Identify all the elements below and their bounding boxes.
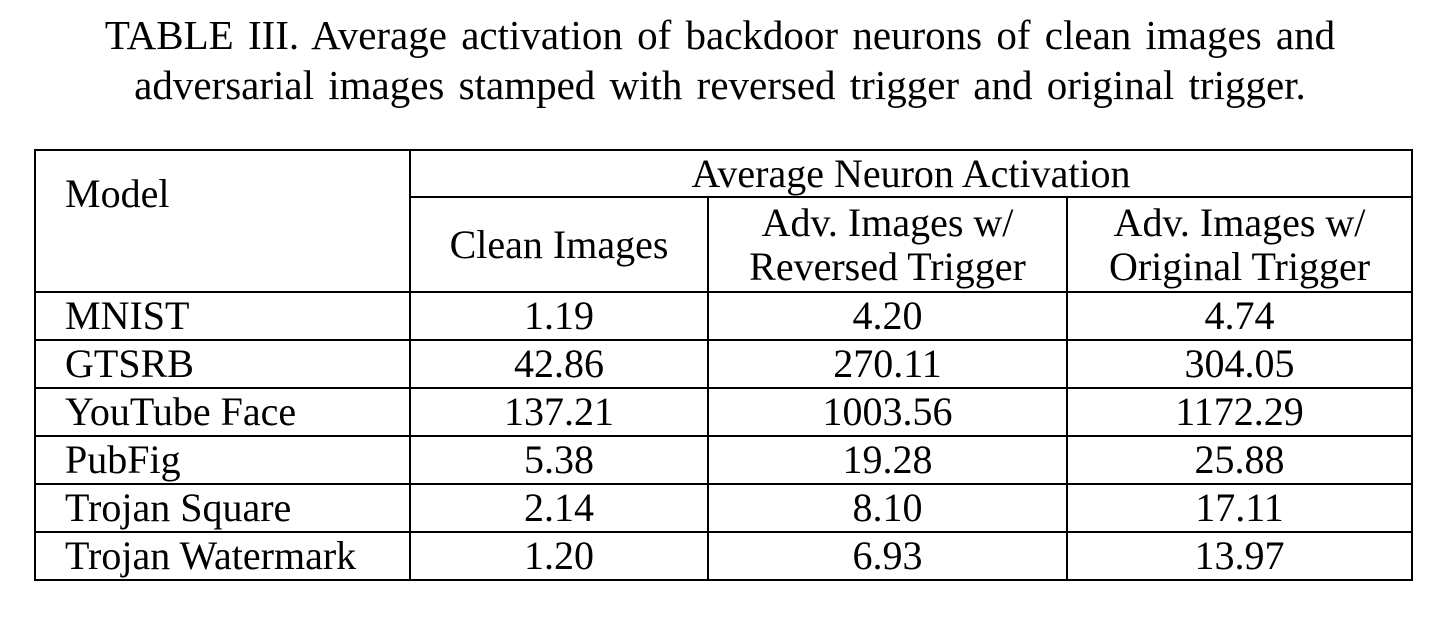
reversed-trigger-header-line-1: Adv. Images w/ [761, 199, 1014, 245]
reversed-value-cell: 19.28 [707, 435, 1068, 485]
model-cell: PubFig [34, 435, 411, 485]
table-caption: TABLE III. Average activation of backdoo… [0, 10, 1440, 110]
table-row: GTSRB 42.86 270.11 304.05 [34, 339, 1414, 389]
clean-value-cell: 2.14 [409, 483, 709, 533]
original-value-cell: 304.05 [1065, 339, 1414, 389]
table-row: PubFig 5.38 19.28 25.88 [34, 435, 1414, 485]
original-trigger-header: Adv. Images w/ Original Trigger [1065, 196, 1414, 293]
reversed-value-cell: 6.93 [707, 531, 1068, 581]
table-row: YouTube Face 137.21 1003.56 1172.29 [34, 387, 1414, 437]
model-cell: MNIST [34, 291, 411, 341]
model-cell: YouTube Face [34, 387, 411, 437]
reversed-trigger-header: Adv. Images w/ Reversed Trigger [707, 196, 1068, 293]
table-row: Trojan Square 2.14 8.10 17.11 [34, 483, 1414, 533]
original-value-cell: 1172.29 [1065, 387, 1414, 437]
model-cell: Trojan Watermark [34, 531, 411, 581]
original-value-cell: 17.11 [1065, 483, 1414, 533]
model-cell: GTSRB [34, 339, 411, 389]
clean-value-cell: 42.86 [409, 339, 709, 389]
activation-table: Model Average Neuron Activation Clean Im… [34, 149, 1414, 581]
reversed-value-cell: 8.10 [707, 483, 1068, 533]
table-row: Trojan Watermark 1.20 6.93 13.97 [34, 531, 1414, 581]
original-trigger-header-line-2: Original Trigger [1108, 243, 1371, 289]
reversed-trigger-header-line-2: Reversed Trigger [749, 243, 1026, 289]
model-cell: Trojan Square [34, 483, 411, 533]
original-trigger-header-line-1: Adv. Images w/ [1113, 199, 1366, 245]
clean-value-cell: 1.19 [409, 291, 709, 341]
results-table-container: Model Average Neuron Activation Clean Im… [34, 149, 1414, 581]
original-value-cell: 4.74 [1065, 291, 1414, 341]
reversed-value-cell: 1003.56 [707, 387, 1068, 437]
clean-value-cell: 1.20 [409, 531, 709, 581]
caption-line-2: adversarial images stamped with reversed… [134, 62, 1306, 108]
clean-images-header-line-1: Clean Images [449, 221, 669, 267]
clean-images-header: Clean Images [409, 196, 709, 293]
caption-line-1: TABLE III. Average activation of backdoo… [104, 12, 1336, 58]
table-row: MNIST 1.19 4.20 4.74 [34, 291, 1414, 341]
clean-value-cell: 137.21 [409, 387, 709, 437]
original-value-cell: 25.88 [1065, 435, 1414, 485]
original-value-cell: 13.97 [1065, 531, 1414, 581]
reversed-value-cell: 4.20 [707, 291, 1068, 341]
reversed-value-cell: 270.11 [707, 339, 1068, 389]
average-neuron-activation-header: Average Neuron Activation [408, 149, 1414, 198]
clean-value-cell: 5.38 [409, 435, 709, 485]
model-column-header: Model [34, 149, 411, 293]
